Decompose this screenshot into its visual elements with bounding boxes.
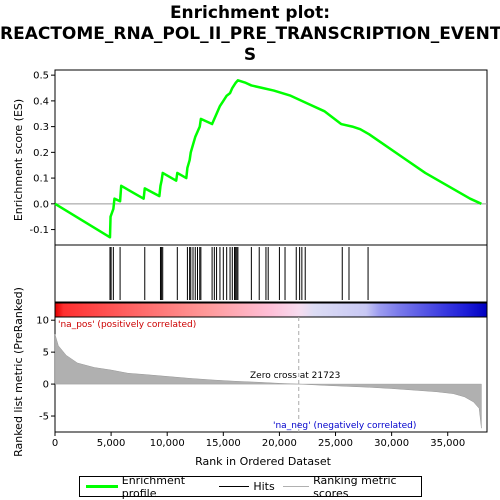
legend-swatch-hits bbox=[219, 486, 250, 487]
x-tick-label: 25,000 bbox=[318, 438, 353, 449]
x-tick-label: 20,000 bbox=[262, 438, 297, 449]
es-y-tick-label: 0.1 bbox=[33, 174, 49, 185]
es-y-tick-label: 0.4 bbox=[33, 96, 49, 107]
zero-cross-label: Zero cross at 21723 bbox=[250, 371, 340, 381]
legend-label-metric: Ranking metric scores bbox=[313, 473, 397, 500]
title-line-1: Enrichment plot: bbox=[169, 3, 331, 23]
enrichment-plot: -0.1 0.0 0.1 0.2 0.3 0.4 0.5 -5 0 5 10 0 5,000 10,00… bbox=[12, 69, 488, 468]
es-panel: -0.1 0.0 0.1 0.2 0.3 0.4 0.5 bbox=[29, 69, 488, 246]
legend-swatch-metric bbox=[282, 486, 310, 487]
title-line-3: S bbox=[243, 45, 257, 65]
legend-item-hits: Hits bbox=[219, 480, 275, 493]
es-y-tick-label: 0.2 bbox=[33, 148, 49, 159]
x-tick-label: 15,000 bbox=[206, 438, 241, 449]
legend-item-enrichment: Enrichment profile bbox=[86, 474, 211, 500]
metric-y-tick-label: 5 bbox=[43, 348, 49, 359]
pos-correlated-label: 'na_pos' (positively correlated) bbox=[58, 320, 196, 330]
x-tick-label: 5,000 bbox=[97, 438, 126, 449]
es-y-tick-label: -0.1 bbox=[29, 225, 49, 236]
legend: Enrichment profile Hits Ranking metric s… bbox=[79, 473, 422, 500]
metric-area bbox=[54, 334, 482, 429]
x-tick-label: 35,000 bbox=[430, 438, 465, 449]
legend-item-metric: Ranking metric scores bbox=[282, 473, 421, 500]
rank-bar bbox=[54, 302, 488, 318]
metric-y-tick-label: 10 bbox=[36, 316, 49, 327]
es-y-axis-label: Enrichment score (ES) bbox=[12, 99, 25, 221]
x-axis-label: Rank in Ordered Dataset bbox=[195, 455, 332, 468]
metric-panel: -5 0 5 10 0 5,000 10,000 15,000 20,000 25,000 30,0… bbox=[36, 316, 488, 449]
chart-title: Enrichment plot: REACTOME_RNA_POL_II_PRE… bbox=[0, 3, 500, 66]
hits-frame bbox=[54, 244, 488, 303]
metric-y-axis-label: Ranked list metric (PreRanked) bbox=[12, 287, 25, 457]
es-plot-frame bbox=[54, 69, 488, 246]
metric-y-tick-label: -5 bbox=[39, 412, 49, 423]
metric-y-tick-label: 0 bbox=[43, 380, 49, 391]
neg-correlated-label: 'na_neg' (negatively correlated) bbox=[273, 421, 416, 431]
legend-swatch-enrichment bbox=[86, 485, 118, 488]
es-y-tick-label: 0.0 bbox=[33, 199, 49, 210]
hits-panel bbox=[54, 244, 488, 303]
title-line-2: REACTOME_RNA_POL_II_PRE_TRANSCRIPTION_EV… bbox=[0, 24, 500, 44]
rank-color-bar bbox=[54, 302, 488, 318]
es-y-tick-label: 0.5 bbox=[33, 71, 49, 82]
x-tick-label: 0 bbox=[52, 438, 58, 449]
x-tick-label: 10,000 bbox=[150, 438, 185, 449]
es-y-tick-label: 0.3 bbox=[33, 122, 49, 133]
legend-label-hits: Hits bbox=[253, 480, 275, 493]
es-profile-line bbox=[54, 79, 482, 239]
x-tick-label: 30,000 bbox=[374, 438, 409, 449]
legend-label-enrichment: Enrichment profile bbox=[121, 473, 186, 500]
